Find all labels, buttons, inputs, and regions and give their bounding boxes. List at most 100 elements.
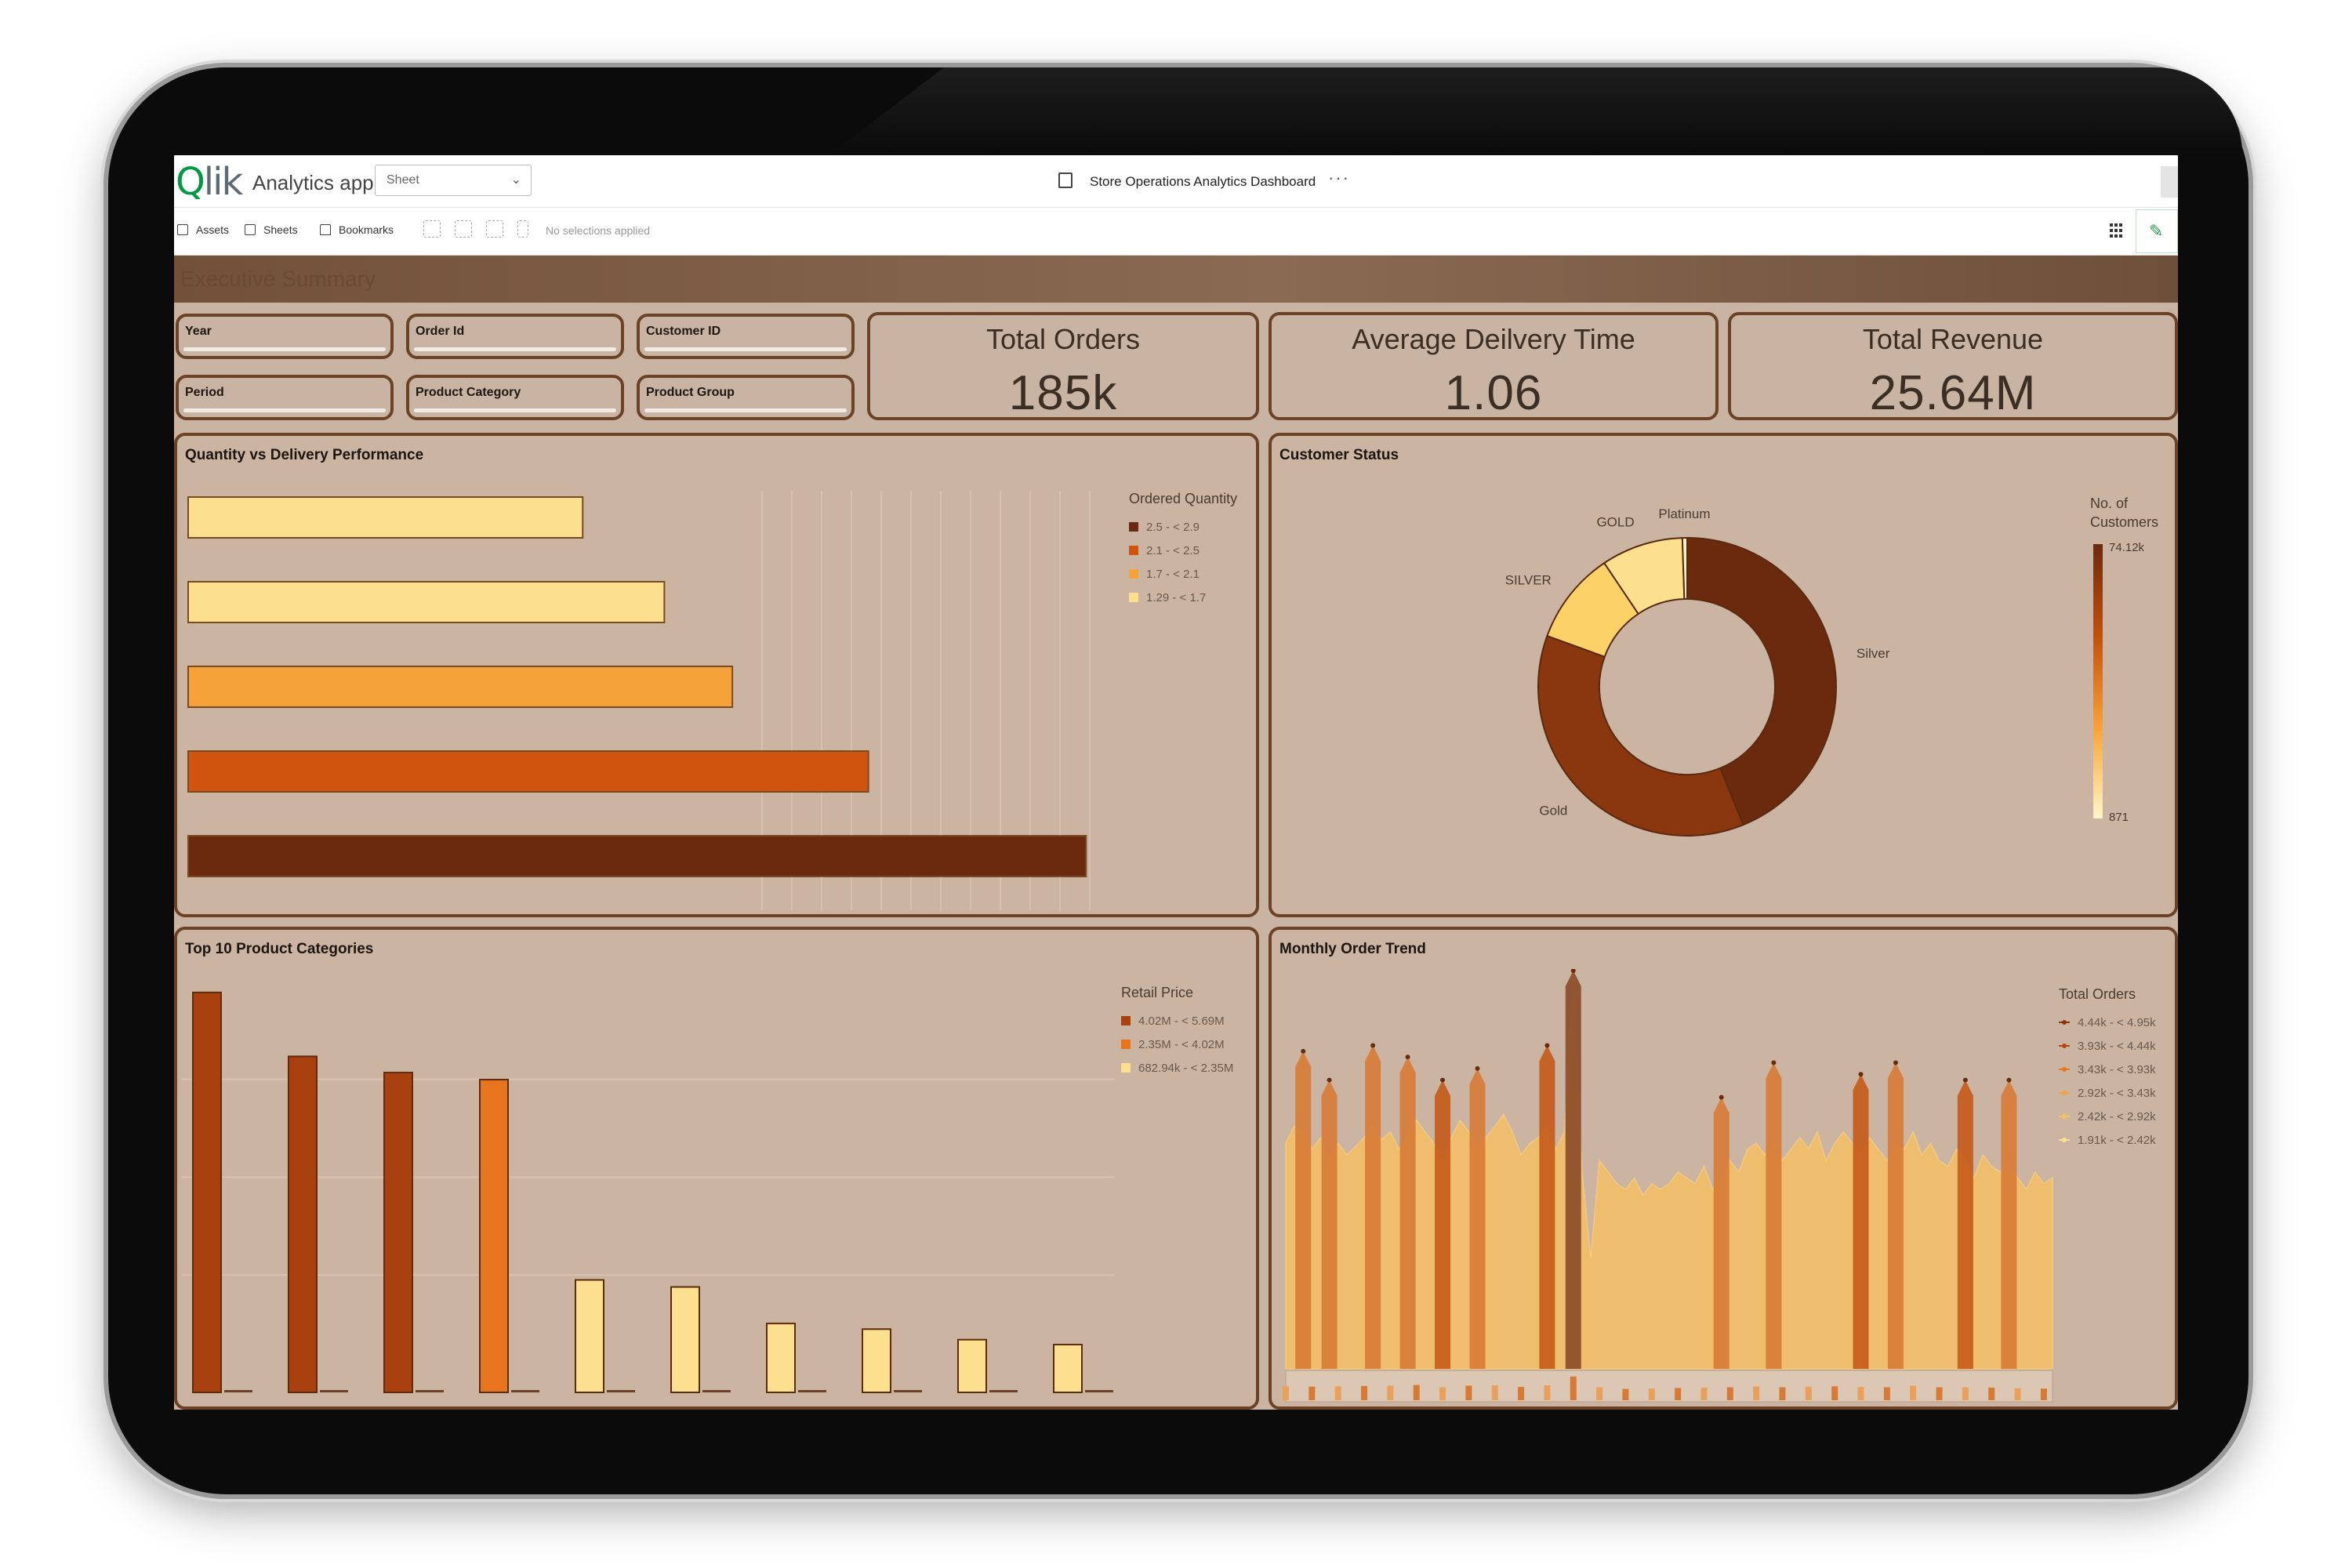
bar-mark[interactable]: [187, 666, 734, 708]
bar-mark[interactable]: [1053, 1344, 1083, 1394]
slice-label: Silver: [1857, 646, 1890, 661]
legend-marker: [2059, 1134, 2070, 1145]
donut-slice[interactable]: [1686, 536, 1837, 826]
bookmarks-button[interactable]: Bookmarks: [320, 223, 394, 236]
sheets-button[interactable]: Sheets: [245, 223, 298, 236]
trend-peak[interactable]: [1713, 1097, 1730, 1369]
legend-item[interactable]: 4.44k - < 4.95k: [2059, 1011, 2156, 1034]
selection-tools: [423, 220, 528, 238]
trend-peak[interactable]: [1766, 1062, 1782, 1369]
trend-peak[interactable]: [1853, 1074, 1869, 1369]
legend-item[interactable]: 4.02M - < 5.69M: [1121, 1009, 1233, 1033]
trend-peak[interactable]: [1539, 1045, 1555, 1370]
legend-item[interactable]: 2.5 - < 2.9: [1129, 515, 1237, 539]
profile-button[interactable]: [2161, 166, 2178, 198]
legend-item[interactable]: 2.42k - < 2.92k: [2059, 1105, 2156, 1128]
trend-point[interactable]: [1544, 1043, 1550, 1048]
legend-item[interactable]: 1.29 - < 1.7: [1129, 586, 1237, 609]
app-name[interactable]: Analytics app: [252, 171, 374, 194]
filter-customer-id[interactable]: Customer ID: [637, 314, 855, 359]
clear-selections-icon[interactable]: [517, 220, 528, 238]
assets-button[interactable]: Assets: [177, 223, 229, 236]
trend-point[interactable]: [1570, 969, 1576, 974]
trend-peak[interactable]: [1399, 1057, 1416, 1369]
legend-item[interactable]: 682.94k - < 2.35M: [1121, 1056, 1233, 1080]
donut-slice[interactable]: [1537, 634, 1744, 837]
legend-item[interactable]: 2.1 - < 2.5: [1129, 539, 1237, 562]
panel-monthly-trend[interactable]: Monthly Order Trend Total Orders 4.44k -…: [1269, 927, 2178, 1410]
filter-period[interactable]: Period: [176, 375, 394, 420]
slice-label: GOLD: [1596, 515, 1634, 530]
smart-search-icon[interactable]: [423, 220, 441, 238]
bar-mark[interactable]: [288, 1055, 318, 1393]
kpi-total-revenue[interactable]: Total Revenue 25.64M: [1728, 312, 2178, 420]
panel-top10-categories[interactable]: Top 10 Product Categories Retail Price 4…: [174, 927, 1259, 1410]
bar-mark[interactable]: [766, 1323, 796, 1394]
sheet-dropdown[interactable]: Sheet ⌄: [375, 165, 532, 196]
bar-mark[interactable]: [187, 750, 869, 793]
legend-item[interactable]: 3.93k - < 4.44k: [2059, 1034, 2156, 1058]
trend-point[interactable]: [1440, 1077, 1446, 1083]
trend-point[interactable]: [1719, 1094, 1724, 1100]
trend-peak[interactable]: [1365, 1045, 1381, 1370]
filter-order-id[interactable]: Order Id: [406, 314, 624, 359]
donut-slice[interactable]: [1681, 536, 1688, 601]
trend-peak[interactable]: [1295, 1051, 1312, 1369]
legend-item[interactable]: 2.35M - < 4.02M: [1121, 1033, 1233, 1056]
bar-mark[interactable]: [670, 1286, 700, 1393]
edit-sheet-button[interactable]: ✎: [2136, 209, 2178, 253]
trend-point[interactable]: [2006, 1077, 2012, 1083]
legend-item[interactable]: 1.7 - < 2.1: [1129, 562, 1237, 586]
navigator-bar: [1570, 1376, 1577, 1400]
filter-product-group[interactable]: Product Group: [637, 375, 855, 420]
trend-point[interactable]: [1327, 1077, 1332, 1083]
kpi-total-orders[interactable]: Total Orders 185k: [867, 312, 1259, 420]
trend-point[interactable]: [1405, 1054, 1410, 1060]
panel-customer-status[interactable]: Customer Status Silver Gold SILVER GOLD Plat…: [1269, 433, 2178, 917]
trend-point[interactable]: [1301, 1048, 1306, 1054]
trend-point[interactable]: [1370, 1043, 1376, 1048]
bar-mark[interactable]: [187, 496, 584, 539]
bar-baseline: [607, 1390, 635, 1392]
legend-swatch: [1121, 1063, 1131, 1073]
filter-year[interactable]: Year: [176, 314, 394, 359]
step-forward-icon[interactable]: [486, 220, 503, 238]
trend-peak[interactable]: [1565, 971, 1581, 1369]
trend-peak[interactable]: [1957, 1080, 1973, 1369]
trend-point[interactable]: [1858, 1072, 1864, 1077]
trend-peak[interactable]: [1887, 1062, 1904, 1369]
qlik-logo[interactable]: Qlik: [176, 160, 243, 204]
grid-view-icon[interactable]: [2109, 222, 2123, 239]
navigator-bar: [1491, 1385, 1498, 1400]
bar-mark[interactable]: [187, 835, 1087, 877]
kpi-average-delivery-time[interactable]: Average Deilvery Time 1.06: [1269, 312, 1719, 420]
trend-peak[interactable]: [1469, 1068, 1486, 1369]
filter-bar: [414, 347, 616, 351]
trend-peak[interactable]: [1435, 1080, 1451, 1369]
legend-title: Ordered Quantity: [1129, 491, 1238, 506]
bar-mark[interactable]: [862, 1328, 891, 1393]
trend-point[interactable]: [1771, 1060, 1777, 1065]
trend-point[interactable]: [1475, 1065, 1480, 1071]
step-back-icon[interactable]: [455, 220, 472, 238]
legend-item[interactable]: 3.43k - < 3.93k: [2059, 1058, 2156, 1081]
sheet-title[interactable]: Store Operations Analytics Dashboard: [1090, 174, 1316, 189]
bar-mark[interactable]: [575, 1279, 604, 1393]
bar-mark[interactable]: [957, 1338, 987, 1393]
bar-mark[interactable]: [383, 1072, 413, 1393]
legend-item[interactable]: 2.92k - < 3.43k: [2059, 1081, 2156, 1105]
legend-item[interactable]: 1.91k - < 2.42k: [2059, 1128, 2156, 1152]
panel-quantity-delivery[interactable]: Quantity vs Delivery Performance Ordered…: [174, 433, 1259, 917]
bar-mark[interactable]: [187, 581, 666, 623]
bar-baseline: [224, 1390, 252, 1392]
trend-point[interactable]: [1893, 1060, 1898, 1065]
filter-product-category[interactable]: Product Category: [406, 375, 624, 420]
trend-point[interactable]: [1962, 1077, 1968, 1083]
trend-peak[interactable]: [1321, 1080, 1338, 1369]
navigator-bar: [1675, 1388, 1682, 1400]
bar-mark[interactable]: [192, 991, 222, 1394]
kpi-title: Total Revenue: [1862, 323, 2044, 355]
trend-peak[interactable]: [2001, 1080, 2017, 1369]
more-options-button[interactable]: ···: [1328, 168, 1350, 187]
bar-mark[interactable]: [479, 1079, 509, 1393]
